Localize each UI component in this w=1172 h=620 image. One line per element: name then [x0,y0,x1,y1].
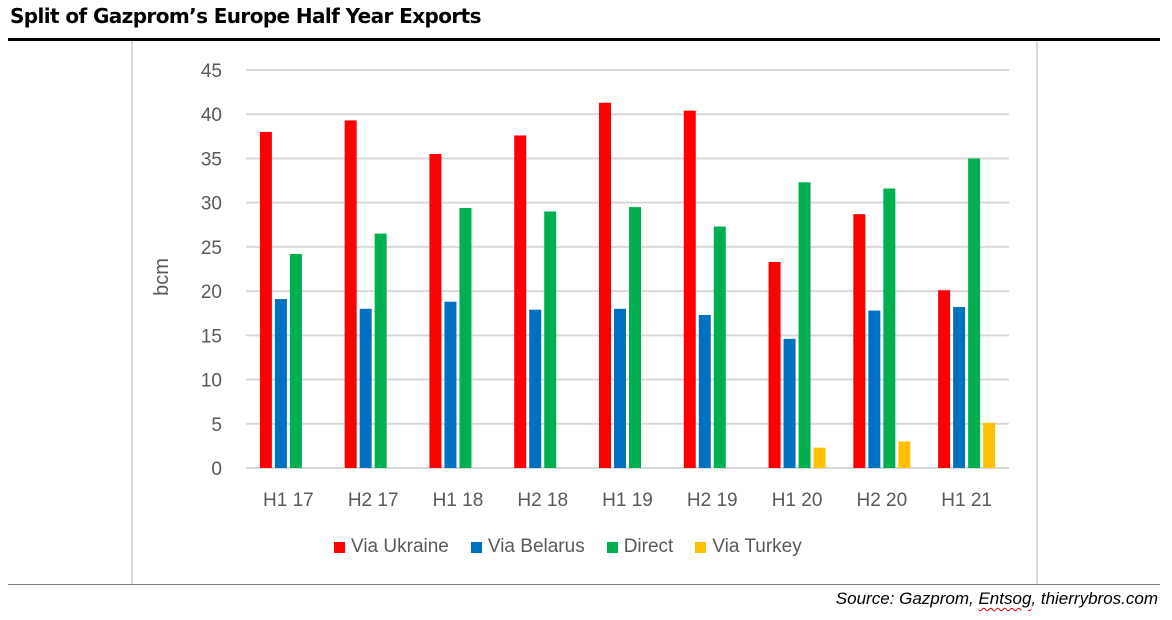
x-tick-label: H2 20 [856,490,907,511]
bar-direct-h1-17 [289,253,302,468]
legend-item-direct: Direct [606,536,674,558]
x-tick-label: H2 18 [517,490,568,511]
bar-via-belarus-h2-19 [698,314,711,468]
legend-swatch [334,541,345,553]
bar-via-belarus-h2-18 [529,309,542,468]
bar-direct-h2-18 [544,211,557,468]
x-tick-label: H2 17 [348,490,399,511]
bar-direct-h1-21 [968,158,981,468]
x-tick-label: H1 18 [433,490,484,511]
y-tick-label: 40 [201,105,222,126]
legend: Via Ukraine Via Belarus Direct Via Turkey [334,536,802,558]
bar-via-turkey-h1-21 [983,422,996,468]
bar-via-turkey-h1-20 [813,447,826,468]
source-flagged-word: Entsog [978,589,1032,608]
bar-via-ukraine-h1-18 [429,154,442,468]
x-tick-label: H1 21 [941,490,992,511]
bar-via-belarus-h1-19 [614,308,626,468]
bottom-divider [8,584,1160,585]
y-tick-label: 45 [201,61,222,82]
bar-via-belarus-h1-17 [274,299,287,468]
bar-direct-h1-18 [459,207,472,468]
legend-item-via-belarus: Via Belarus [470,536,585,558]
chart-frame-left-border [131,41,133,585]
x-axis-ticks: H1 17 H2 17 H1 18 H2 18 H1 19 H2 19 H1 20 H2 20… [263,490,992,511]
legend-swatch [606,541,618,553]
source-prefix: Source: Gazprom, [835,589,979,608]
bar-via-belarus-h2-17 [359,308,372,468]
y-tick-label: 15 [201,326,222,347]
y-tick-label: 35 [201,149,222,170]
bar-via-ukraine-h2-20 [853,214,866,468]
y-axis-ticks: 0 5 10 15 20 25 30 35 40 45 [201,61,222,480]
bar-via-belarus-h2-20 [868,310,881,468]
x-tick-label: H1 19 [602,490,653,511]
y-tick-label: 0 [211,459,222,480]
legend-label: Via Belarus [487,536,585,557]
legend-label: Direct [623,536,674,557]
x-tick-label: H2 19 [687,490,738,511]
bar-direct-h1-19 [629,207,641,469]
y-tick-label: 30 [201,194,222,215]
legend-label: Via Ukraine [351,536,449,557]
bar-direct-h2-19 [713,226,726,468]
bar-via-ukraine-h2-18 [514,135,527,468]
bars [259,102,996,469]
bar-direct-h2-20 [883,188,896,468]
source-note: Source: Gazprom, Entsog, thierrybros.com [836,589,1158,609]
y-tick-label: 25 [201,238,222,259]
bar-via-turkey-h2-20 [898,441,911,468]
legend-swatch [470,541,482,553]
bar-direct-h2-17 [374,233,387,468]
bar-via-ukraine-h2-17 [344,120,357,468]
bar-direct-h1-20 [798,182,811,468]
x-tick-label: H1 17 [263,490,314,511]
bar-via-belarus-h1-18 [444,301,457,468]
bar-via-ukraine-h1-21 [938,290,951,468]
legend-swatch [695,541,707,553]
title-divider [8,38,1160,41]
x-tick-label: H1 20 [772,490,823,511]
chart-title: Split of Gazprom’s Europe Half Year Expo… [10,4,482,28]
y-axis-label: bcm [151,258,173,296]
gridlines [246,69,1009,469]
source-suffix: , thierrybros.com [1031,589,1158,608]
legend-item-via-turkey: Via Turkey [695,536,802,558]
bar-via-ukraine-h1-20 [768,261,781,468]
bar-via-ukraine-h2-19 [683,110,696,468]
bar-via-ukraine-h1-17 [259,131,272,468]
bar-via-belarus-h1-20 [783,338,796,468]
y-tick-label: 20 [201,282,222,303]
y-tick-label: 10 [201,371,222,392]
bar-via-ukraine-h1-19 [599,102,611,469]
legend-item-via-ukraine: Via Ukraine [334,536,449,558]
bar-via-belarus-h1-21 [953,307,966,468]
legend-label: Via Turkey [712,536,802,557]
chart-frame-right-border [1036,41,1038,585]
y-tick-label: 5 [211,415,222,436]
